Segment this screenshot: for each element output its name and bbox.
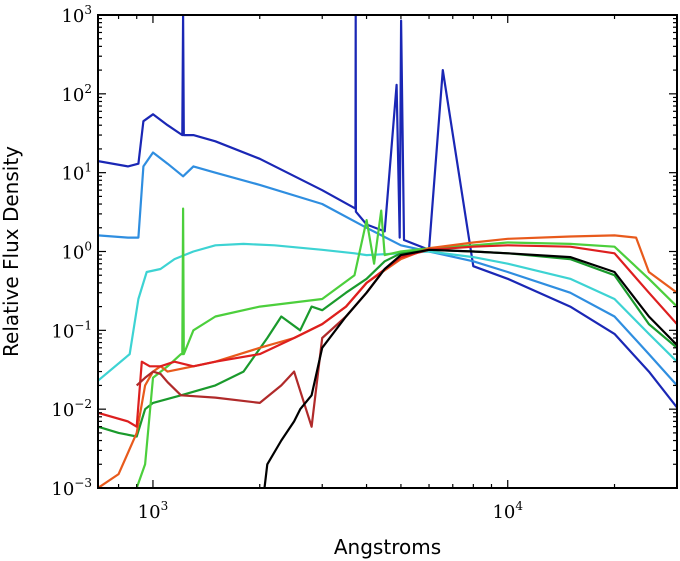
y-tick-label-7-base: 10	[61, 6, 84, 27]
y-tick-label-3-exponent: −1	[74, 318, 92, 332]
x-tick-label-2-exponent: 4	[515, 499, 523, 513]
series-line-6	[98, 234, 677, 488]
y-tick-label-3: 10−1	[51, 318, 92, 342]
y-tick-label-4: 100	[61, 240, 92, 264]
y-tick-label-1-base: 10	[51, 479, 74, 500]
series-line-1	[98, 15, 677, 409]
y-tick-label-2-exponent: −2	[74, 397, 92, 411]
x-tick-label-1: 103	[138, 499, 169, 523]
x-tick-label-2: 104	[492, 499, 523, 523]
series-layer	[98, 15, 677, 488]
y-tick-label-1-exponent: −3	[74, 476, 92, 490]
x-tick-label-1-base: 10	[138, 502, 161, 523]
series-line-2	[98, 151, 677, 387]
y-tick-label-3-base: 10	[51, 321, 74, 342]
y-tick-label-4-base: 10	[61, 243, 84, 264]
series-line-7	[98, 244, 677, 428]
y-tick-label-7: 103	[61, 3, 92, 27]
y-tick-label-5-exponent: 1	[84, 161, 92, 175]
plot-frame	[97, 14, 678, 489]
x-axis-title: Angstroms	[334, 535, 441, 559]
y-tick-label-4-exponent: 0	[84, 240, 92, 254]
series-line-3	[98, 242, 677, 382]
series-line-8	[135, 268, 386, 428]
y-tick-label-2: 10−2	[51, 397, 92, 421]
x-tick-label-2-base: 10	[492, 502, 515, 523]
y-tick-label-5: 101	[61, 161, 92, 185]
series-line-9	[263, 248, 677, 488]
x-tick-label-1-exponent: 3	[161, 499, 169, 513]
y-tick-label-7-exponent: 3	[84, 3, 92, 17]
y-tick-label-5-base: 10	[61, 164, 84, 185]
y-tick-label-6-base: 10	[61, 85, 84, 106]
series-line-4	[98, 248, 677, 438]
y-tick-label-6-exponent: 2	[84, 82, 92, 96]
y-tick-label-6: 102	[61, 82, 92, 106]
y-axis-title: Relative Flux Density	[0, 146, 23, 357]
y-tick-label-2-base: 10	[51, 400, 74, 421]
series-line-5	[135, 207, 677, 488]
y-tick-label-1: 10−3	[51, 476, 92, 500]
